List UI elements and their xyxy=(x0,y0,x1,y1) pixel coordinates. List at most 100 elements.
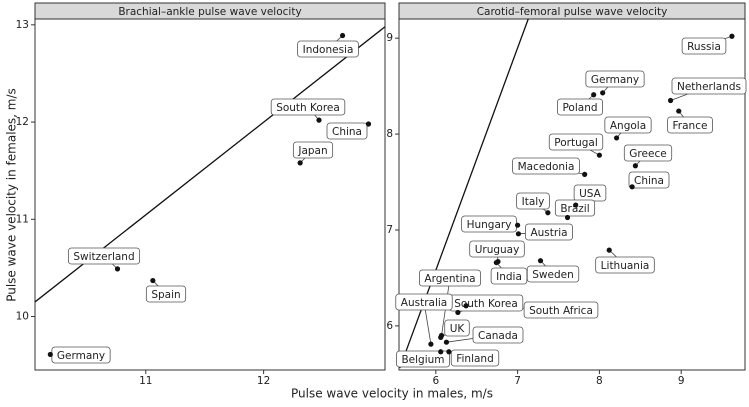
panel-frame xyxy=(34,18,386,371)
point xyxy=(515,222,521,228)
point xyxy=(365,121,372,127)
point-label: Poland xyxy=(562,102,597,114)
point xyxy=(428,341,434,347)
point-label: India xyxy=(496,271,522,283)
point-label: Russia xyxy=(687,41,721,53)
y-tick-label: 12 xyxy=(16,116,29,128)
point xyxy=(729,33,735,39)
point-label: China xyxy=(634,175,664,187)
point xyxy=(667,97,674,104)
label-box xyxy=(297,40,359,58)
point xyxy=(600,90,606,96)
label-box xyxy=(681,37,727,55)
label-box xyxy=(450,349,500,367)
point-label: Sweden xyxy=(532,269,574,281)
label-box xyxy=(595,256,655,274)
point-label: Indonesia xyxy=(303,44,354,56)
label-box xyxy=(554,199,596,217)
point xyxy=(316,117,322,123)
point-label: Switzerland xyxy=(73,251,134,263)
point-label: Italy xyxy=(522,196,545,208)
point-label: Brazil xyxy=(560,203,589,215)
point xyxy=(564,214,571,221)
point xyxy=(47,351,53,358)
point xyxy=(515,231,522,237)
point-label: Germany xyxy=(591,74,639,86)
label-box xyxy=(418,269,482,287)
y-tick-label: 9 xyxy=(386,32,393,44)
y-tick-label: 6 xyxy=(386,320,393,332)
label-box xyxy=(623,144,673,162)
point xyxy=(613,135,620,141)
panel-frame xyxy=(398,18,746,371)
point-label: Austria xyxy=(530,227,567,239)
point-label: Uruguay xyxy=(475,244,520,256)
x-tick-label: 7 xyxy=(514,375,521,387)
label-box xyxy=(667,116,713,134)
point-label: Greece xyxy=(629,148,666,160)
y-tick-label: 8 xyxy=(386,128,393,140)
label-box xyxy=(395,293,453,311)
label-box xyxy=(444,319,470,337)
point xyxy=(446,349,452,355)
point xyxy=(582,171,588,177)
y-tick-label: 11 xyxy=(16,213,29,225)
point xyxy=(438,349,444,355)
point-label: France xyxy=(673,120,708,132)
label-box xyxy=(604,116,652,134)
panel-title: Carotid–femoral pulse wave velocity xyxy=(477,6,668,18)
label-box xyxy=(548,133,604,151)
label-box xyxy=(525,223,573,241)
point xyxy=(545,210,551,216)
label-box xyxy=(628,171,670,189)
point xyxy=(463,303,469,309)
point-label: China xyxy=(332,126,362,138)
label-box xyxy=(516,192,550,210)
x-tick-label: 6 xyxy=(432,375,439,387)
y-tick-label: 13 xyxy=(16,19,29,31)
point-label: Lithuania xyxy=(601,260,650,272)
point xyxy=(443,339,450,345)
point-label: Netherlands xyxy=(677,81,741,93)
fit-line xyxy=(399,18,529,369)
point-label: South Korea xyxy=(276,102,340,114)
point-label: Germany xyxy=(57,350,105,362)
point-label: Finland xyxy=(456,353,494,365)
label-box xyxy=(523,301,599,319)
panel-title: Brachial–ankle pulse wave velocity xyxy=(118,6,301,18)
point xyxy=(438,334,444,340)
label-box xyxy=(469,240,525,258)
point xyxy=(596,152,603,158)
label-box xyxy=(557,98,603,116)
point-label: Belgium xyxy=(401,354,444,366)
point xyxy=(676,108,682,114)
point-label: Hungary xyxy=(467,219,512,231)
label-box xyxy=(292,141,334,159)
point-label: South Korea xyxy=(454,298,518,310)
label-box xyxy=(326,122,368,140)
x-tick-label: 12 xyxy=(257,375,270,387)
point xyxy=(632,163,638,169)
point xyxy=(150,277,156,284)
x-axis-label: Pulse wave velocity in males, m/s xyxy=(291,387,493,401)
label-box xyxy=(145,285,187,303)
label-box xyxy=(671,77,747,95)
point xyxy=(537,258,544,264)
label-box xyxy=(526,265,580,283)
x-tick-label: 9 xyxy=(678,375,685,387)
x-tick-label: 8 xyxy=(596,375,603,387)
point-label: Portugal xyxy=(554,137,598,149)
point xyxy=(114,266,121,272)
point xyxy=(297,160,303,166)
point xyxy=(455,309,461,316)
point-label: Argentina xyxy=(424,273,475,285)
x-tick-label: 11 xyxy=(139,375,152,387)
point-label: South Africa xyxy=(529,305,593,317)
point-label: UK xyxy=(450,323,466,335)
point xyxy=(606,247,612,253)
point-label: Angola xyxy=(610,120,646,132)
label-box xyxy=(472,326,524,344)
y-tick-label: 10 xyxy=(16,311,29,323)
point xyxy=(493,259,499,266)
